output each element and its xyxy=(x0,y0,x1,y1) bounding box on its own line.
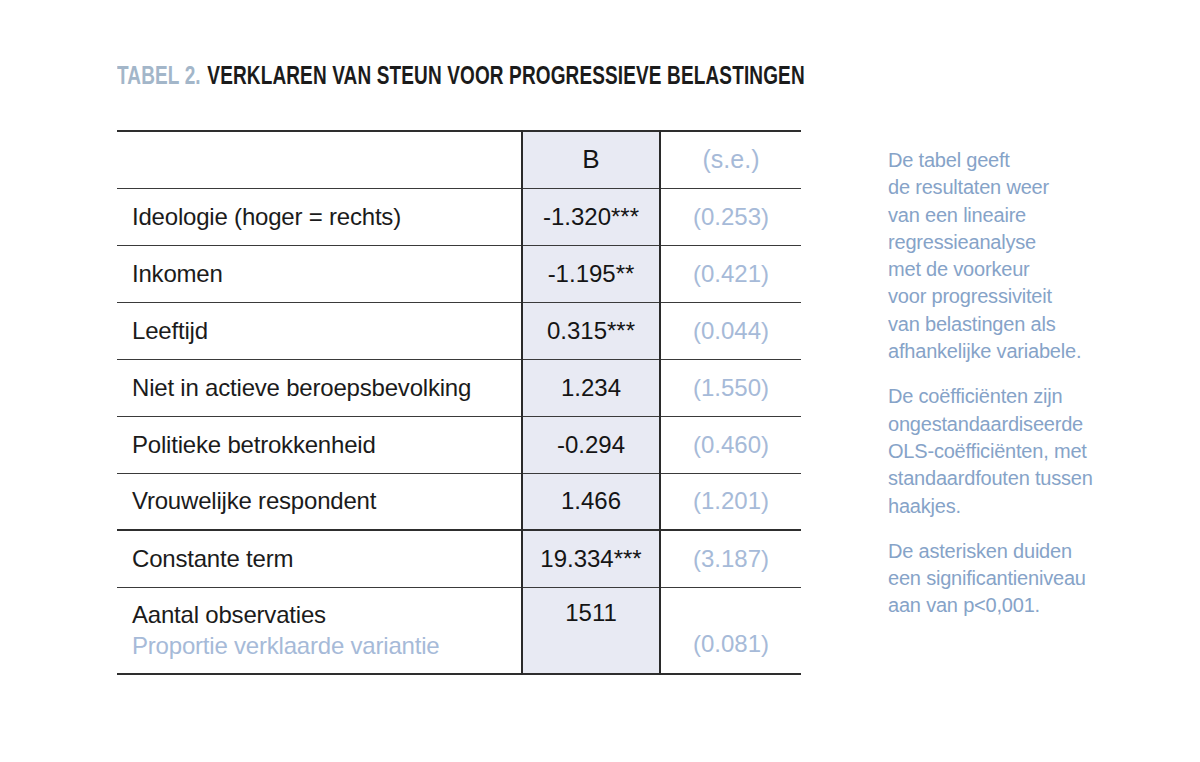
note-paragraph-significance: De asterisken duiden een significantieni… xyxy=(888,538,1128,620)
table-row: Niet in actieve beroepsbevolking 1.234 (… xyxy=(117,359,801,416)
table-footer-row: Aantal observaties Proportie verklaarde … xyxy=(117,587,801,674)
table-row: Vrouwelijke respondent 1.466 (1.201) xyxy=(117,473,801,530)
row-label: Vrouwelijke respondent xyxy=(117,473,522,530)
row-label: Constante term xyxy=(117,530,522,587)
table-header-row: B (s.e.) xyxy=(117,131,801,188)
row-b-value: 0.315*** xyxy=(522,302,660,359)
row-label: Politieke betrokkenheid xyxy=(117,416,522,473)
row-se-value: (0.253) xyxy=(660,188,801,245)
table-row: Leeftijd 0.315*** (0.044) xyxy=(117,302,801,359)
row-label: Ideologie (hoger = rechts) xyxy=(117,188,522,245)
table-notes: De tabel geeft de resultaten weer van ee… xyxy=(888,147,1128,638)
header-empty-cell xyxy=(117,131,522,188)
row-label: Niet in actieve beroepsbevolking xyxy=(117,359,522,416)
table-number-label: TABEL 2. xyxy=(117,60,201,90)
row-b-value: -1.195** xyxy=(522,245,660,302)
regression-table-container: B (s.e.) Ideologie (hoger = rechts) -1.3… xyxy=(117,130,801,675)
row-se-value: (0.460) xyxy=(660,416,801,473)
variance-label: Proportie verklaarde variantie xyxy=(132,630,521,661)
note-paragraph-regression: De tabel geeft de resultaten weer van ee… xyxy=(888,147,1128,365)
footer-labels: Aantal observaties Proportie verklaarde … xyxy=(117,587,522,674)
row-b-value: -1.320*** xyxy=(522,188,660,245)
table-row-constant: Constante term 19.334*** (3.187) xyxy=(117,530,801,587)
regression-table: B (s.e.) Ideologie (hoger = rechts) -1.3… xyxy=(117,130,801,675)
row-b-value: -0.294 xyxy=(522,416,660,473)
row-se-value: (1.550) xyxy=(660,359,801,416)
row-se-value: (0.044) xyxy=(660,302,801,359)
table-row: Inkomen -1.195** (0.421) xyxy=(117,245,801,302)
row-se-value: (0.421) xyxy=(660,245,801,302)
variance-se-value: (0.081) xyxy=(660,587,801,674)
table-title: TABEL 2.VERKLAREN VAN STEUN VOOR PROGRES… xyxy=(117,60,805,91)
row-se-value: (3.187) xyxy=(660,530,801,587)
row-label: Inkomen xyxy=(117,245,522,302)
observations-value: 1511 xyxy=(522,587,660,674)
observations-label: Aantal observaties xyxy=(132,599,521,630)
header-b-cell: B xyxy=(522,131,660,188)
row-se-value: (1.201) xyxy=(660,473,801,530)
table-row: Politieke betrokkenheid -0.294 (0.460) xyxy=(117,416,801,473)
header-se-cell: (s.e.) xyxy=(660,131,801,188)
note-paragraph-coefficients: De coëfficiënten zijn ongestandaardiseer… xyxy=(888,383,1128,519)
row-b-value: 19.334*** xyxy=(522,530,660,587)
row-b-value: 1.466 xyxy=(522,473,660,530)
table-row: Ideologie (hoger = rechts) -1.320*** (0.… xyxy=(117,188,801,245)
row-label: Leeftijd xyxy=(117,302,522,359)
row-b-value: 1.234 xyxy=(522,359,660,416)
table-title-text: VERKLAREN VAN STEUN VOOR PROGRESSIEVE BE… xyxy=(207,60,804,90)
